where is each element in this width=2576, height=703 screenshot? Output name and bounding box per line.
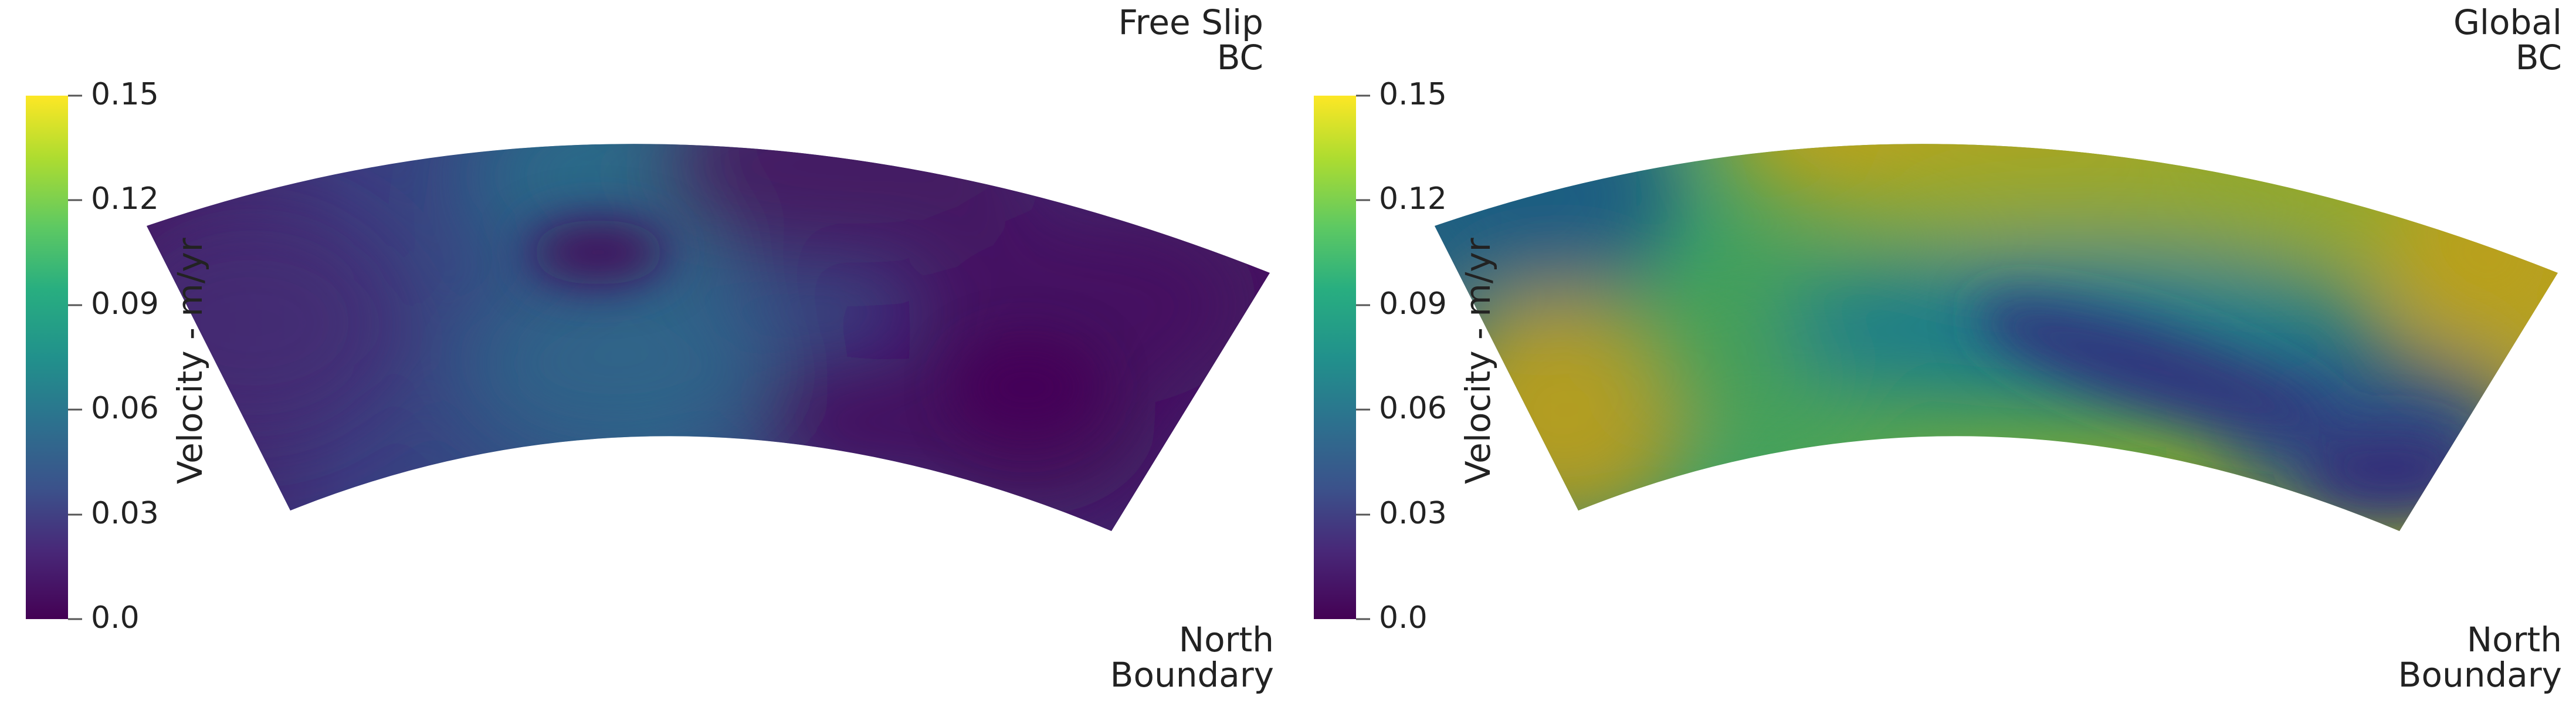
panel-title-line: Free Slip <box>1118 2 1263 42</box>
colorbar-tick-label: 0.15 <box>1379 77 1447 112</box>
colorbar-tick-label: 0.03 <box>91 496 159 531</box>
colorbar-tick-label: 0.12 <box>1379 181 1447 217</box>
colorbar-title: Velocity - m/yr <box>170 238 210 484</box>
panel-title: Free Slip BC <box>1118 5 1263 75</box>
colorbar-global <box>1314 94 1370 620</box>
boundary-label-line: Boundary <box>2398 655 2562 695</box>
panel-title-line: BC <box>1216 38 1263 77</box>
colorbar-title: Velocity - m/yr <box>1458 238 1498 484</box>
colorbar-tick-label: 0.12 <box>91 181 159 217</box>
colorbar-tick-label: 0.06 <box>91 391 159 426</box>
boundary-label: North Boundary <box>2398 622 2562 692</box>
boundary-label-line: North <box>2466 620 2562 660</box>
panel-global: 0.15 0.12 0.09 0.06 0.03 0.0 Velocity - … <box>1288 0 2576 703</box>
velocity-field-free-slip <box>147 144 1270 532</box>
colorbar-tick-label: 0.15 <box>91 77 159 112</box>
panel-title-line: Global <box>2453 2 2562 42</box>
colorbar-free-slip <box>26 94 82 620</box>
colorbar-tick-label: 0.09 <box>91 286 159 322</box>
boundary-label-line: Boundary <box>1110 655 1274 695</box>
panel-title-line: BC <box>2515 38 2562 77</box>
colorbar-tick-label: 0.0 <box>1379 600 1428 636</box>
colorbar-tick-label: 0.09 <box>1379 286 1447 322</box>
boundary-label-line: North <box>1178 620 1274 660</box>
colorbar-tick-label: 0.03 <box>1379 496 1447 531</box>
velocity-field-global <box>1435 144 2558 532</box>
panel-title: Global BC <box>2453 5 2562 75</box>
panel-free-slip: 0.15 0.12 0.09 0.06 0.03 0.0 Velocity - … <box>26 5 1274 692</box>
colorbar-tick-label: 0.06 <box>1379 391 1447 426</box>
boundary-label: North Boundary <box>1110 622 1274 692</box>
colorbar-tick-label: 0.0 <box>91 600 140 636</box>
